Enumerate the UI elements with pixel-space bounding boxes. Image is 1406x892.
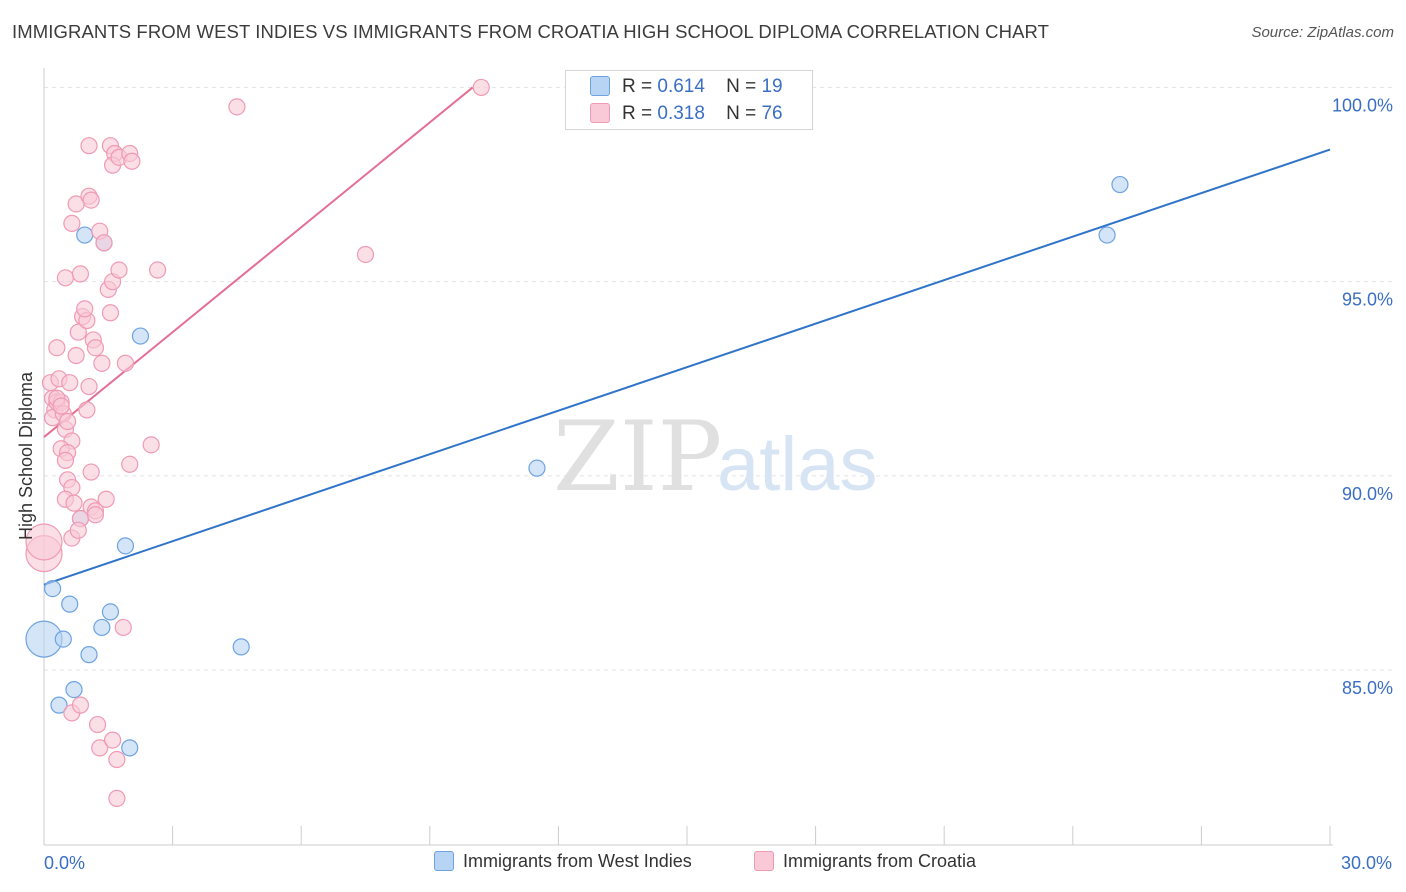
croatia-point [108,750,126,769]
west-indies-point [54,630,72,648]
west-indies-point [116,537,135,555]
croatia-points [25,78,490,807]
croatia-point [67,346,85,365]
croatia-point [76,300,94,318]
west-indies-point [1111,175,1129,194]
legend-label-croatia: Immigrants from Croatia [783,851,977,871]
croatia-point [116,354,135,372]
croatia-point [52,397,70,415]
croatia-point [356,245,375,264]
croatia-point [108,789,126,807]
croatia-point [69,323,87,341]
croatia-point [56,269,75,287]
watermark: ZIP atlas [553,401,878,513]
y-axis-title: High School Diploma [16,371,36,540]
x-ticks [43,826,1331,845]
croatia-point [71,265,90,283]
west-indies-point [121,739,139,757]
y-tick-label: 95.0% [1342,290,1393,310]
croatia-point [86,506,105,524]
croatia-point [123,152,141,170]
croatia-point [58,412,77,431]
croatia-point [56,451,75,469]
croatia-point [82,463,100,481]
x-tick-label-max: 30.0% [1341,853,1392,873]
west-indies-point [80,646,98,664]
legend-item-croatia[interactable]: Immigrants from Croatia [754,851,976,872]
n-label: N = [726,76,757,97]
croatia-point [472,78,490,97]
y-tick-labels: 85.0% 90.0% 95.0% 100.0% [1332,95,1393,698]
west-indies-swatch [590,76,610,96]
croatia-point [97,490,115,508]
west-indies-point [131,327,150,345]
axes [43,68,1333,846]
croatia-point [86,339,105,357]
gridlines [44,86,1393,671]
croatia-point [88,715,107,734]
y-tick-label: 100.0% [1332,95,1393,115]
croatia-point [78,401,96,419]
chart-source: Source: ZipAtlas.com [1251,24,1394,41]
croatia-point [63,214,81,232]
west-indies-legend-swatch [434,851,454,871]
croatia-point [110,261,128,279]
croatia-point [61,374,79,392]
croatia-point [103,731,122,749]
legend-item-west-indies[interactable]: Immigrants from West Indies [434,851,692,872]
y-tick-label: 90.0% [1342,484,1393,504]
n-value: 19 [761,76,783,97]
croatia-point [80,137,98,155]
west-indies-trend-line [43,148,1331,586]
n-label: N = [726,103,757,124]
legend-label-west-indies: Immigrants from West Indies [463,851,692,871]
croatia-point [228,98,246,116]
stats-legend-row-west-indies: R = 0.614 N = 19 [590,76,783,98]
croatia-point [121,455,139,473]
trend-lines [43,86,1331,586]
croatia-point [82,191,100,209]
croatia-trend-line [43,86,474,438]
croatia-point [80,377,98,396]
west-indies-point [43,579,62,598]
west-indies-point [61,595,79,613]
west-indies-point [101,603,120,621]
watermark-zip: ZIP [553,401,722,513]
croatia-point [93,354,111,372]
croatia-point [142,436,160,454]
croatia-point [95,234,113,252]
west-indies-point [93,618,111,637]
stats-legend-row-croatia: R = 0.318 N = 76 [590,103,783,125]
west-indies-point [50,696,68,714]
r-value: 0.614 [657,76,705,97]
west-indies-point [528,459,546,477]
west-indies-point [76,226,94,244]
croatia-point [91,739,109,757]
croatia-point [114,618,132,637]
chart-title: IMMIGRANTS FROM WEST INDIES VS IMMIGRANT… [12,21,1050,42]
r-label: R = [622,103,653,124]
r-label: R = [622,76,653,97]
croatia-point [101,304,120,322]
west-indies-point [1098,226,1116,244]
y-tick-label: 85.0% [1342,678,1393,698]
r-value: 0.318 [657,103,705,124]
croatia-legend-swatch [754,851,774,871]
croatia-point [25,523,63,561]
x-tick-label-min: 0.0% [44,853,85,873]
stats-legend: R = 0.614 N = 19 R = 0.318 N = 76 [565,70,813,130]
croatia-point [148,261,167,279]
croatia-swatch [590,103,610,123]
croatia-point [71,696,90,714]
west-indies-point [232,638,250,656]
n-value: 76 [761,103,783,124]
watermark-atlas: atlas [717,422,878,507]
west-indies-point [65,680,83,699]
croatia-point [69,521,87,539]
croatia-point [65,494,83,512]
croatia-point [48,339,66,357]
